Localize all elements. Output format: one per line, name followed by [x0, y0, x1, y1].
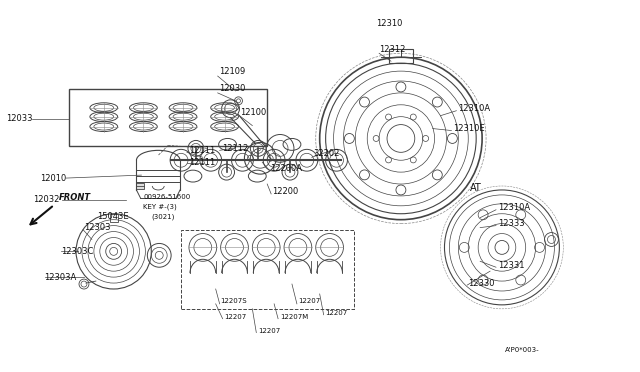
Text: 12200A: 12200A — [270, 164, 302, 173]
Text: 12330: 12330 — [468, 279, 495, 288]
Text: 00926-51600: 00926-51600 — [143, 194, 191, 200]
Text: 12312: 12312 — [379, 45, 406, 54]
Bar — [109, 214, 118, 222]
Text: 12303C: 12303C — [61, 247, 93, 256]
Text: 12112: 12112 — [221, 144, 248, 153]
Text: 32202: 32202 — [314, 149, 340, 158]
Text: 12207: 12207 — [259, 328, 280, 334]
Text: 12010: 12010 — [40, 174, 66, 183]
Text: 12310: 12310 — [376, 19, 402, 28]
Text: 12100: 12100 — [241, 108, 267, 117]
Text: 12111: 12111 — [189, 158, 215, 167]
Text: 12200: 12200 — [272, 187, 298, 196]
Text: 12207: 12207 — [225, 314, 247, 320]
Text: 12207: 12207 — [326, 310, 348, 316]
Text: KEY #-(3): KEY #-(3) — [143, 203, 177, 210]
Text: 12207S: 12207S — [221, 298, 247, 304]
Text: 12207M: 12207M — [280, 314, 308, 320]
Text: 12310E: 12310E — [453, 124, 485, 133]
Text: 12310A: 12310A — [458, 104, 490, 113]
Text: 12033: 12033 — [6, 114, 33, 123]
Text: 12333: 12333 — [498, 219, 525, 228]
Text: 15043E: 15043E — [97, 212, 129, 221]
Text: 12303: 12303 — [84, 223, 111, 232]
Bar — [69, 89, 267, 147]
Bar — [181, 230, 355, 309]
Text: 12030: 12030 — [219, 84, 245, 93]
Text: 12109: 12109 — [219, 67, 245, 76]
Text: 12331: 12331 — [498, 261, 524, 270]
Text: 12310A: 12310A — [498, 203, 530, 212]
Text: 12111: 12111 — [189, 146, 215, 155]
Text: FRONT: FRONT — [60, 193, 92, 202]
Text: AT: AT — [470, 183, 482, 193]
Bar — [389, 49, 413, 63]
Text: A'P0*003-: A'P0*003- — [505, 347, 540, 353]
Text: 12032: 12032 — [33, 195, 60, 204]
Bar — [136, 183, 145, 189]
Text: 12303A: 12303A — [44, 273, 77, 282]
Text: 12207: 12207 — [298, 298, 320, 304]
Text: (3021): (3021) — [151, 214, 175, 220]
